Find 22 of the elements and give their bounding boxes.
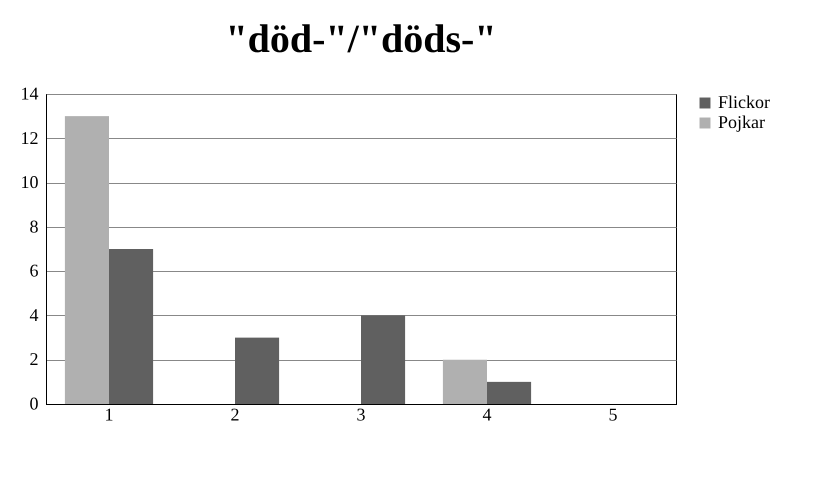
legend-label: Pojkar — [718, 112, 765, 132]
x-tick-label: 4 — [482, 404, 492, 424]
y-tick-label: 0 — [30, 394, 38, 414]
y-tick-label: 4 — [30, 304, 38, 325]
x-tick-label: 1 — [104, 404, 114, 424]
x-tick-label: 5 — [608, 404, 618, 424]
bar — [109, 249, 154, 404]
y-tick-label: 14 — [20, 84, 38, 104]
bar — [64, 116, 109, 404]
y-tick-label: 2 — [30, 349, 38, 370]
y-tick-label: 12 — [20, 128, 38, 148]
bar — [235, 338, 280, 404]
y-tick-label: 6 — [30, 260, 38, 281]
y-tick-label: 8 — [30, 216, 38, 236]
legend-label: Flickor — [718, 92, 770, 112]
y-tick-label: 10 — [20, 172, 38, 192]
x-tick-label: 3 — [356, 404, 366, 424]
bar — [361, 315, 406, 404]
bar — [487, 382, 532, 404]
chart-title: "död-"/"döds-" — [225, 16, 497, 61]
bar — [442, 360, 487, 404]
x-tick-label: 2 — [230, 404, 240, 424]
